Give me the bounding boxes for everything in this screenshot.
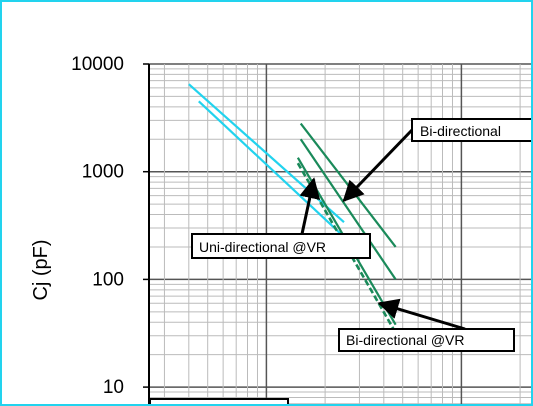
axes: 10000 1000 100 10 [71,54,150,404]
annotation-box [191,233,371,259]
y-axis-label: Cj (pF) [30,239,52,300]
annotation-arrow [377,298,466,331]
annotation-arrow [299,177,321,235]
annotation-arrow [342,128,414,203]
series-line-2 [198,100,347,240]
annotation-box [411,118,531,142]
y-tick-label: 1000 [82,162,124,183]
lower-legend-box [149,398,289,404]
annotations: Bi-directional Uni-directional @VR Bi-dire… [191,118,531,352]
series-line-4 [299,138,397,281]
annotation-label: Bi-directional @VR [346,332,464,348]
series [188,83,397,334]
y-tick-label: 100 [92,269,124,290]
y-tick-label: 10000 [71,54,124,75]
annotation-label: Uni-directional @VR [199,239,326,255]
y-tick-label: 10 [103,377,124,398]
annotation-box [338,328,515,352]
annotation-label: Bi-directional [420,123,501,139]
